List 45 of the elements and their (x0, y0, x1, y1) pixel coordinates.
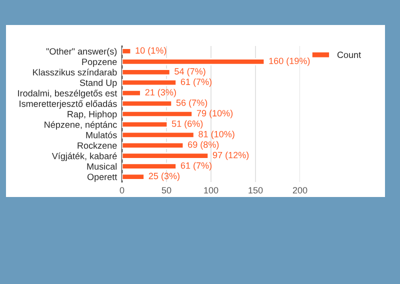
bar (122, 131, 195, 138)
y-tick-label: Vígjáték, kabaré (52, 152, 117, 162)
y-tick-label: Rap, Hiphop (68, 110, 117, 120)
y-tick-label: Klasszikus színdarab (33, 68, 117, 76)
y-tick-label: "Other" answer(s) (46, 48, 117, 56)
bar (122, 68, 171, 76)
y-tick-label: Stand Up (80, 79, 117, 88)
bar (122, 152, 210, 160)
y-tick-label: Operett (87, 174, 118, 182)
bar (122, 58, 266, 66)
bar (122, 90, 142, 97)
data-label: 25 (3%) (148, 172, 180, 181)
data-label: 54 (7%) (174, 68, 206, 76)
y-tick-label: Ismeretterjesztő előadás (20, 100, 117, 109)
data-label: 97 (12%) (212, 152, 249, 160)
x-tick-label: 50 (162, 187, 172, 194)
legend-label: Count (337, 52, 361, 58)
x-tick-label: 100 (204, 187, 218, 194)
x-tick-label: 200 (292, 187, 308, 194)
bar (122, 48, 132, 55)
y-tick-label: Rockzene (78, 142, 117, 149)
bar (122, 120, 168, 128)
data-label: 69 (8%) (188, 141, 219, 150)
data-label: 81 (10%) (198, 130, 234, 140)
bar (122, 110, 194, 118)
data-label: 61 (7%) (180, 162, 212, 171)
bar (122, 100, 173, 108)
x-tick-label: 0 (120, 187, 124, 194)
y-tick-label: Mulatós (86, 132, 117, 138)
bar (122, 162, 177, 170)
y-tick-label: Népzene, néptánc (44, 121, 117, 130)
bar (122, 79, 177, 86)
x-tick-label: 150 (248, 187, 263, 194)
data-label: 10 (1%) (136, 47, 166, 56)
data-label: 79 (10%) (196, 110, 233, 118)
y-tick-label: Irodalmi, beszélgetős est (18, 90, 118, 98)
bar (122, 142, 184, 149)
data-label: 51 (6%) (172, 120, 203, 129)
y-tick-label: Musical (87, 163, 117, 170)
data-label: 160 (19%) (269, 57, 310, 66)
bar (122, 173, 145, 180)
data-label: 21 (3%) (145, 88, 176, 98)
data-label: 61 (7%) (180, 78, 212, 87)
y-tick-label: Popzene (82, 58, 117, 67)
data-label: 56 (7%) (176, 99, 208, 108)
